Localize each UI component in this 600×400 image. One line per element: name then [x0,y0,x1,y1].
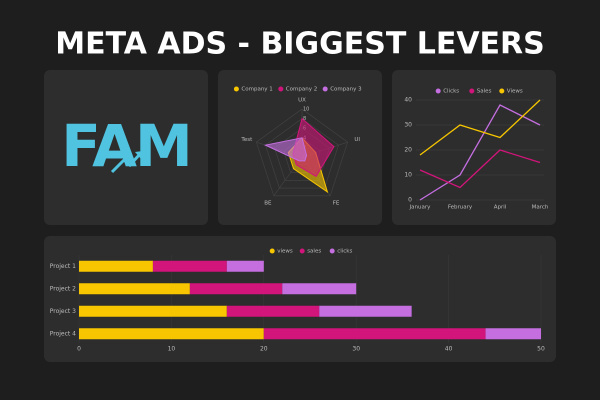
axis-label: FE [333,201,340,207]
legend-marker [469,88,475,94]
y-tick-label: Project 4 [50,330,76,337]
line-panel [392,70,556,225]
bar-segment [79,328,264,340]
series-line [419,104,541,201]
bar-segment [79,305,227,317]
legend-marker [299,248,305,254]
x-tick-label: January [409,205,432,211]
legend-label: Company 2 [286,87,317,93]
bar-segment [226,260,264,272]
grid-ring [265,118,339,189]
y-tick-label: 30 [404,122,412,129]
radar-area [263,137,308,162]
y-tick-label: Project 1 [50,263,76,270]
bar-segment [226,305,320,317]
x-tick-label: 20 [260,346,268,353]
y-tick-label: 10 [404,172,412,179]
legend-marker [233,86,239,92]
legend-label: Views [507,89,523,95]
grid-ring [255,108,349,197]
legend-marker [329,248,335,254]
x-tick-label: 40 [445,346,453,353]
bar-segment [79,283,190,295]
legend-label: Sales [477,89,492,95]
axis-label: UI [354,137,360,143]
page-title: META ADS - BIGGEST LEVERS [55,27,545,62]
legend-marker [435,88,441,94]
bar-segment [282,283,357,295]
bar-segment [319,305,412,317]
axis-label: BE [264,201,272,207]
r-tick-label: 10 [303,107,309,113]
bar-panel [44,236,556,362]
x-tick-label: 50 [537,346,545,353]
legend-label: Clicks [443,89,459,95]
x-tick-label: 30 [352,346,360,353]
x-tick-label: 0 [77,346,81,353]
bar-segment [485,328,541,340]
legend-marker [322,86,328,92]
legend-label: Company 3 [330,87,362,93]
bar-segment [189,283,283,295]
x-tick-label: April [494,205,507,211]
legend-label: sales [307,249,321,255]
bar-segment [79,260,153,272]
logo: FAM [61,112,191,180]
x-tick-label: March [532,205,549,211]
y-tick-label: Project 3 [50,308,76,315]
bar-segment [263,328,486,340]
bar-segment [152,260,227,272]
legend-label: clicks [337,249,352,255]
logo-arrow [110,152,142,174]
y-tick-label: 20 [404,147,412,154]
x-tick-label: February [448,205,473,211]
axis-label: UX [298,98,306,104]
legend-label: Company 1 [241,87,272,93]
y-tick-label: Project 2 [50,285,76,292]
logo-panel [44,70,208,225]
series-line [419,99,541,156]
axis-label: Test [240,137,253,143]
legend-marker [269,248,275,254]
r-tick-label: 8 [303,116,306,122]
legend-label: views [277,249,293,255]
legend-marker [278,86,284,92]
y-tick-label: 0 [408,197,412,204]
logo-arrow-head [135,151,143,159]
series-line [419,149,541,189]
x-tick-label: 10 [168,346,176,353]
legend-marker [499,88,505,94]
y-tick-label: 40 [404,97,412,104]
